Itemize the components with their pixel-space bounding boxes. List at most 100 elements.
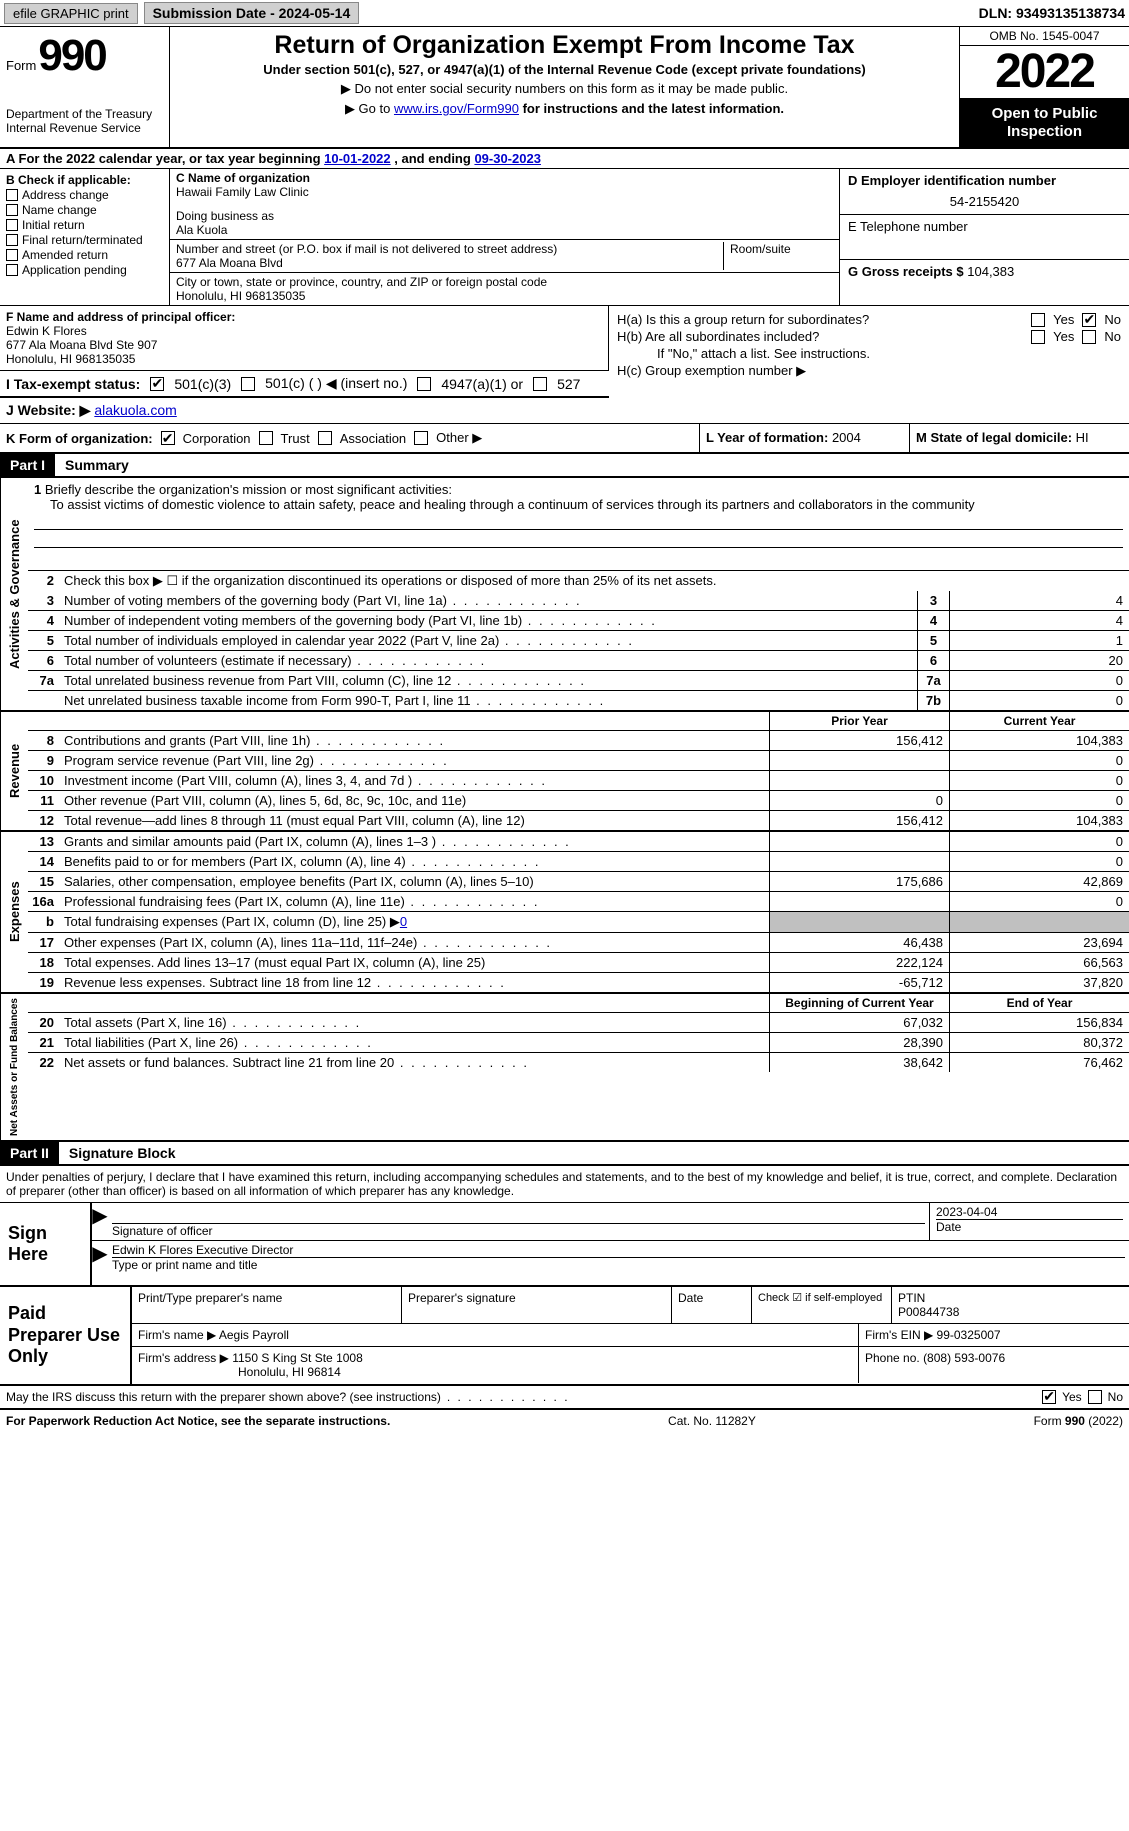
- line7a: Total unrelated business revenue from Pa…: [60, 671, 917, 690]
- lbl-final: Final return/terminated: [22, 233, 143, 247]
- phone-lbl: Phone no.: [865, 1351, 920, 1365]
- ptin-lbl: PTIN: [898, 1291, 1123, 1305]
- line9: Program service revenue (Part VIII, line…: [60, 751, 769, 770]
- line17: Other expenses (Part IX, column (A), lin…: [60, 933, 769, 952]
- prep-check-lbl: Check ☑ if self-employed: [752, 1287, 892, 1323]
- chk-other[interactable]: [414, 431, 428, 445]
- py13: [769, 832, 949, 851]
- row-j-website: J Website: ▶ alakuola.com: [0, 397, 609, 423]
- part-i-title: Summary: [55, 454, 139, 476]
- mission-block: 1 Briefly describe the organization's mi…: [28, 478, 1129, 571]
- py16a: [769, 892, 949, 911]
- chk-527[interactable]: [533, 377, 547, 391]
- line3: Number of voting members of the governin…: [60, 591, 917, 610]
- discuss-no-lbl: No: [1108, 1390, 1123, 1404]
- website-link[interactable]: alakuola.com: [94, 402, 177, 418]
- discuss-no[interactable]: [1088, 1390, 1102, 1404]
- line21: Total liabilities (Part X, line 26): [60, 1033, 769, 1052]
- eoy-hdr: End of Year: [949, 994, 1129, 1012]
- bcy-hdr: Beginning of Current Year: [769, 994, 949, 1012]
- val6: 20: [949, 651, 1129, 670]
- dba-label: Doing business as: [176, 209, 833, 223]
- footer-discuss-row: May the IRS discuss this return with the…: [0, 1386, 1129, 1410]
- hb-yes-lbl: Yes: [1053, 329, 1074, 344]
- discuss-yes[interactable]: [1042, 1390, 1056, 1404]
- discuss-yes-lbl: Yes: [1062, 1390, 1082, 1404]
- b21: 28,390: [769, 1033, 949, 1052]
- cy19: 37,820: [949, 973, 1129, 992]
- line2: Check this box ▶ ☐ if the organization d…: [60, 571, 1129, 591]
- note2-post: for instructions and the latest informat…: [523, 101, 784, 116]
- irs-label: Internal Revenue Service: [6, 121, 163, 135]
- firm-addr-lbl: Firm's address ▶: [138, 1351, 229, 1365]
- chk-4947[interactable]: [417, 377, 431, 391]
- cy15: 42,869: [949, 872, 1129, 891]
- officer-label: F Name and address of principal officer:: [6, 310, 602, 324]
- part-ii-label: Part II: [0, 1142, 59, 1164]
- part-i-bar: Part I Summary: [0, 454, 1129, 478]
- chk-assoc[interactable]: [318, 431, 332, 445]
- efile-print-button[interactable]: efile GRAPHIC print: [4, 3, 138, 24]
- printed-name: Edwin K Flores Executive Director: [112, 1243, 1125, 1257]
- py10: [769, 771, 949, 790]
- lbl-pending: Application pending: [22, 263, 127, 277]
- line16b: Total fundraising expenses (Part IX, col…: [60, 912, 769, 932]
- hb-yes[interactable]: [1031, 330, 1045, 344]
- chk-501c[interactable]: [241, 377, 255, 391]
- irs-link[interactable]: www.irs.gov/Form990: [394, 101, 519, 116]
- form-subtitle: Under section 501(c), 527, or 4947(a)(1)…: [178, 62, 951, 77]
- chk-final-return[interactable]: Final return/terminated: [6, 233, 163, 247]
- chk-corp[interactable]: [161, 431, 175, 445]
- city-label: City or town, state or province, country…: [176, 275, 833, 289]
- signature-intro: Under penalties of perjury, I declare th…: [0, 1166, 1129, 1203]
- lbl-trust: Trust: [281, 431, 310, 446]
- form-label: Form 990: [6, 31, 163, 81]
- row-klm: K Form of organization: Corporation Trus…: [0, 424, 1129, 454]
- py12: 156,412: [769, 811, 949, 830]
- chk-app-pending[interactable]: Application pending: [6, 263, 163, 277]
- line5: Total number of individuals employed in …: [60, 631, 917, 650]
- py17: 46,438: [769, 933, 949, 952]
- ha-no-lbl: No: [1104, 312, 1121, 327]
- py8: 156,412: [769, 731, 949, 750]
- e20: 156,834: [949, 1013, 1129, 1032]
- hb-no[interactable]: [1082, 330, 1096, 344]
- firm-name-lbl: Firm's name ▶: [138, 1328, 216, 1342]
- chk-initial-return[interactable]: Initial return: [6, 218, 163, 232]
- header-left: Form 990 Department of the Treasury Inte…: [0, 27, 170, 147]
- cy16a: 0: [949, 892, 1129, 911]
- printed-label: Type or print name and title: [112, 1257, 1125, 1272]
- ha-yes[interactable]: [1031, 313, 1045, 327]
- lbl-assoc: Association: [340, 431, 406, 446]
- chk-name-change[interactable]: Name change: [6, 203, 163, 217]
- mission-label: Briefly describe the organization's miss…: [45, 482, 452, 497]
- row-a-begin: 10-01-2022: [324, 151, 391, 166]
- dept-treasury: Department of the Treasury: [6, 107, 163, 121]
- firm-addr2: Honolulu, HI 96814: [138, 1365, 852, 1379]
- ein-value: 54-2155420: [848, 194, 1121, 209]
- hb-note: If "No," attach a list. See instructions…: [617, 346, 1121, 361]
- prep-date-lbl: Date: [672, 1287, 752, 1323]
- topbar: efile GRAPHIC print Submission Date - 20…: [0, 0, 1129, 27]
- header-right: OMB No. 1545-0047 2022 Open to Public In…: [959, 27, 1129, 147]
- org-name-label: C Name of organization: [176, 171, 833, 185]
- chk-address-change[interactable]: Address change: [6, 188, 163, 202]
- phone-val: (808) 593-0076: [923, 1351, 1005, 1365]
- preparer-label: Paid Preparer Use Only: [0, 1287, 130, 1384]
- line8: Contributions and grants (Part VIII, lin…: [60, 731, 769, 750]
- chk-501c3[interactable]: [150, 377, 164, 391]
- sig-officer-label: Signature of officer: [112, 1223, 925, 1238]
- chk-trust[interactable]: [259, 431, 273, 445]
- py15: 175,686: [769, 872, 949, 891]
- lbl-initial: Initial return: [22, 218, 85, 232]
- room-suite-label: Room/suite: [723, 242, 833, 270]
- chk-amended-return[interactable]: Amended return: [6, 248, 163, 262]
- line12: Total revenue—add lines 8 through 11 (mu…: [60, 811, 769, 830]
- row-a-tax-year: A For the 2022 calendar year, or tax yea…: [0, 149, 1129, 169]
- sig-date-val: 2023-04-04: [936, 1205, 1123, 1219]
- row-a-mid: , and ending: [394, 151, 474, 166]
- line16a: Professional fundraising fees (Part IX, …: [60, 892, 769, 911]
- ha-no[interactable]: [1082, 313, 1096, 327]
- py19: -65,712: [769, 973, 949, 992]
- dln-label: DLN:: [979, 5, 1012, 21]
